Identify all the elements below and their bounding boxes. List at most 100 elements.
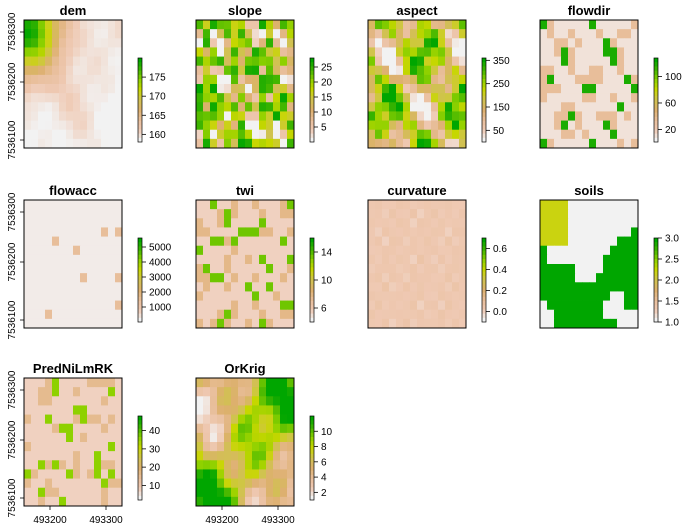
raster-cell [245, 93, 253, 103]
raster-cell [196, 29, 204, 39]
raster-cell [101, 264, 109, 274]
raster-cell [624, 200, 632, 210]
raster-cell [245, 129, 253, 140]
raster-cell [582, 245, 590, 256]
raster-cell [431, 93, 439, 103]
raster-cell [382, 200, 390, 210]
raster-cell [259, 414, 267, 425]
raster-cell [73, 396, 81, 406]
raster-cell [108, 29, 116, 39]
raster-cell [196, 236, 204, 247]
raster-cell [424, 120, 432, 131]
raster-cell [31, 93, 39, 103]
raster-cell [280, 264, 288, 274]
raster-cell [87, 209, 95, 219]
x-tick-label: 493300 [261, 515, 295, 526]
raster-cell [554, 38, 562, 48]
raster-cell [217, 396, 225, 406]
legend-tick-label: 40 [149, 426, 161, 437]
raster-cell [438, 93, 446, 103]
raster-cell [224, 378, 232, 388]
raster-cell [554, 318, 562, 329]
raster-cell [94, 245, 102, 256]
raster-cell [38, 254, 46, 265]
raster-cell [596, 273, 604, 283]
raster-cell [410, 236, 418, 247]
raster-cell [45, 387, 53, 397]
raster-cell [287, 102, 295, 112]
legend-swatch [482, 250, 486, 256]
legend-tick-label: 14 [321, 248, 333, 259]
raster-cell [617, 65, 625, 76]
raster-cell [417, 20, 425, 30]
legend-tick-label: 0.2 [493, 286, 507, 297]
raster-cell [575, 245, 583, 256]
raster-cell [617, 245, 625, 256]
raster-cell [287, 282, 295, 292]
raster-cell [87, 29, 95, 39]
raster-cell [259, 396, 267, 406]
raster-cell [259, 300, 267, 311]
raster-cell [38, 227, 46, 237]
legend-swatch [654, 87, 658, 92]
raster-cell [252, 29, 260, 39]
raster-cell [259, 38, 267, 48]
raster-cell [445, 218, 453, 228]
raster-cell [459, 309, 467, 320]
raster-cell [382, 138, 390, 149]
raster-cell [396, 38, 404, 48]
raster-cell [396, 291, 404, 301]
raster-cell [596, 29, 604, 39]
raster-cell [287, 65, 295, 76]
raster-cell [582, 102, 590, 112]
raster-cell [73, 496, 81, 507]
legend-swatch [482, 246, 486, 251]
raster-cell [431, 56, 439, 67]
raster-cell [410, 218, 418, 228]
raster-cell [259, 496, 267, 507]
raster-cell [431, 138, 439, 149]
raster-cell [561, 245, 569, 256]
raster-cell [554, 264, 562, 274]
raster-cell [115, 111, 123, 121]
raster-cell [45, 318, 53, 329]
raster-cell [245, 318, 253, 329]
raster-cell [582, 291, 590, 301]
raster-cell [382, 209, 390, 219]
raster-cell [94, 387, 102, 397]
legend-swatch [310, 424, 314, 429]
raster-cell [547, 120, 555, 131]
raster-cell [280, 423, 288, 434]
raster-cell [410, 318, 418, 329]
raster-cell [582, 84, 590, 94]
raster-cell [568, 245, 576, 256]
raster-cell [417, 309, 425, 320]
raster-cell [375, 65, 383, 76]
raster-cell [438, 120, 446, 131]
raster-cell [59, 460, 67, 470]
raster-cell [396, 29, 404, 39]
raster-cell [231, 84, 239, 94]
raster-cell [217, 93, 225, 103]
raster-cell [273, 209, 281, 219]
raster-cell [596, 120, 604, 131]
raster-cell [596, 282, 604, 292]
raster-cell [403, 227, 411, 237]
raster-cell [259, 111, 267, 121]
raster-cell [217, 496, 225, 507]
legend-swatch [654, 66, 658, 71]
raster-cell [424, 318, 432, 329]
raster-cell [203, 245, 211, 256]
raster-cell [80, 56, 88, 67]
raster-cell [45, 432, 53, 443]
raster-cell [396, 282, 404, 292]
raster-cell [115, 318, 123, 329]
raster-cell [45, 111, 53, 121]
raster-cell [568, 209, 576, 219]
legend-swatch [482, 259, 486, 264]
raster-cell [217, 318, 225, 329]
raster-cell [24, 74, 32, 85]
raster-cell [424, 309, 432, 320]
raster-cell [431, 282, 439, 292]
